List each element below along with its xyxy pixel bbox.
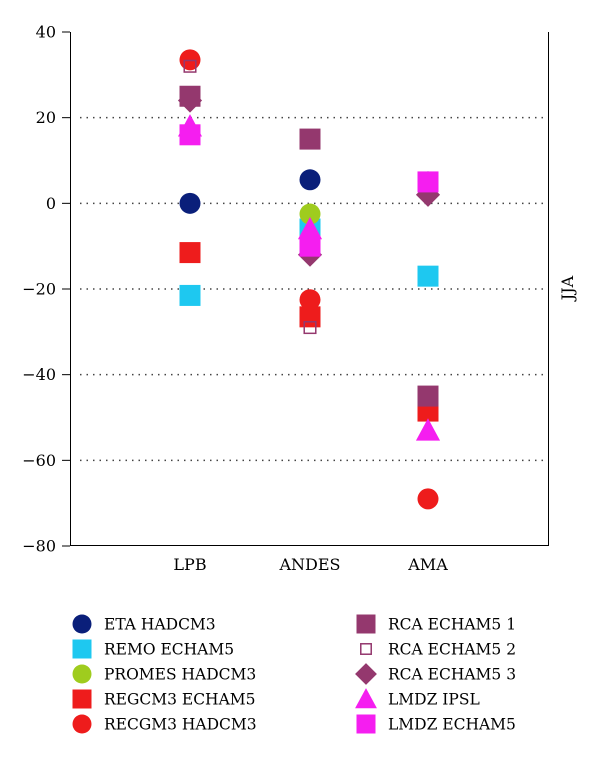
data-point [179, 192, 201, 214]
legend-marker [72, 714, 92, 734]
legend-marker [356, 614, 376, 634]
legend-marker [360, 643, 372, 655]
y-tick-label: −80 [22, 537, 56, 556]
y-tick-labels: −80 −60 −40 −20 0 20 40 [22, 23, 70, 556]
legend-label: LMDZ IPSL [388, 691, 480, 709]
x-tick-label: AMA [407, 555, 448, 574]
legend-entry: PROMES HADCM3 [72, 664, 256, 684]
y-tick-label: 40 [36, 23, 56, 42]
legend-entry: RCA ECHAM5 3 [355, 663, 516, 685]
y-tick-label: −40 [22, 365, 56, 384]
legend-entry: REGCM3 ECHAM5 [72, 689, 256, 709]
legend-marker [355, 663, 377, 685]
legend-marker [72, 614, 92, 634]
y-tick-label: −60 [22, 451, 56, 470]
data-point [417, 171, 439, 193]
data-point [415, 182, 441, 207]
data-points [177, 49, 441, 510]
legend-entry: RCA ECHAM5 1 [356, 614, 516, 634]
legend-label: LMDZ ECHAM5 [388, 716, 516, 734]
grid-lines [80, 116, 548, 462]
data-point [299, 128, 321, 150]
y-tick-label: 0 [46, 194, 56, 213]
legend-entry: RECGM3 HADCM3 [72, 714, 257, 734]
data-point [179, 242, 201, 264]
x-tick-label: ANDES [278, 555, 340, 574]
legend-marker [355, 688, 377, 709]
data-point [299, 203, 321, 225]
legend-label: RCA ECHAM5 1 [388, 616, 516, 634]
data-point [299, 289, 321, 311]
data-point [297, 216, 323, 240]
legend-label: RCA ECHAM5 2 [388, 641, 516, 659]
legend-label: RCA ECHAM5 3 [388, 666, 516, 684]
legend-label: RECGM3 HADCM3 [104, 716, 257, 734]
legend-label: REMO ECHAM5 [104, 641, 234, 659]
legend-marker [356, 714, 376, 734]
data-point [417, 385, 439, 407]
y-axis-label: JJA [558, 275, 577, 302]
legend-entry: RCA ECHAM5 2 [360, 641, 516, 659]
legend-entry: REMO ECHAM5 [72, 639, 234, 659]
legend-entry: LMDZ ECHAM5 [356, 714, 516, 734]
x-tick-labels: LPB ANDES AMA [173, 555, 448, 574]
data-point [183, 59, 197, 73]
legend-marker [72, 664, 92, 684]
data-point [299, 235, 321, 257]
legend-marker [72, 639, 92, 659]
data-point [417, 488, 439, 510]
legend-label: REGCM3 ECHAM5 [104, 691, 256, 709]
legend-entry: ETA HADCM3 [72, 614, 216, 634]
data-point [415, 418, 441, 441]
legend-marker [72, 689, 92, 709]
x-tick-label: LPB [173, 555, 206, 574]
legend: ETA HADCM3 REMO ECHAM5 PROMES HADCM3 REGCM3… [72, 614, 516, 734]
axes [70, 32, 549, 546]
data-point [179, 124, 201, 146]
data-point [299, 169, 321, 191]
y-tick-label: 20 [36, 108, 56, 127]
data-point [179, 284, 201, 306]
legend-entry: LMDZ IPSL [355, 688, 480, 709]
legend-label: PROMES HADCM3 [104, 666, 256, 684]
data-point [417, 265, 439, 287]
legend-label: ETA HADCM3 [104, 616, 216, 634]
data-point [303, 321, 317, 335]
data-point [177, 88, 203, 113]
y-tick-label: −20 [22, 280, 56, 299]
